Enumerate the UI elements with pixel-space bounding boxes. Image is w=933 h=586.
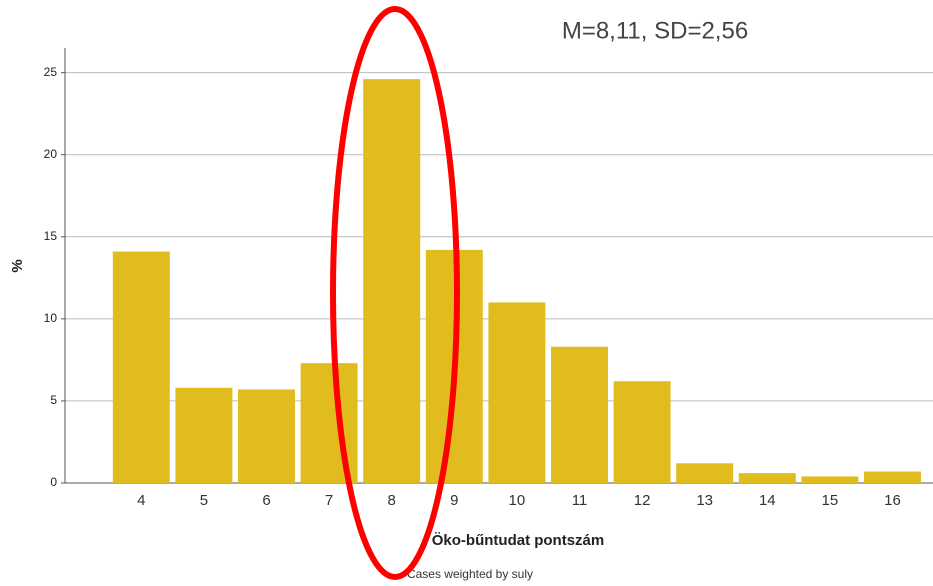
x-tick-label: 16: [884, 492, 901, 509]
x-tick-label: 15: [822, 492, 839, 509]
bar: [676, 463, 734, 483]
footnote: Cases weighted by suly: [407, 567, 533, 581]
y-axis-label: %: [9, 259, 26, 272]
y-tick-label: 15: [44, 229, 58, 243]
x-tick-label: 11: [572, 492, 588, 509]
bar: [300, 363, 358, 483]
x-tick-label: 7: [325, 492, 333, 509]
x-tick-label: 5: [200, 492, 208, 509]
bar: [551, 346, 608, 483]
bar: [112, 251, 170, 483]
bar: [613, 381, 671, 483]
bar: [738, 473, 796, 483]
x-tick-label: 8: [388, 492, 396, 509]
y-tick-label: 25: [44, 65, 58, 79]
x-tick-label: 12: [634, 492, 651, 509]
x-tick-label: 13: [696, 492, 713, 509]
x-axis-label: Öko-bűntudat pontszám: [432, 532, 605, 549]
x-tick-label: 6: [262, 492, 270, 509]
x-tick-label: 4: [137, 492, 145, 509]
bar: [801, 476, 859, 483]
x-tick-label: 10: [509, 492, 526, 509]
annotation: M=8,11, SD=2,56: [562, 17, 748, 44]
y-tick-label: 20: [44, 147, 58, 161]
bar: [864, 471, 921, 483]
y-tick-label: 0: [50, 475, 57, 489]
highlight-ellipse: [330, 6, 460, 580]
bar: [238, 389, 295, 483]
bar: [488, 302, 546, 483]
y-tick-label: 10: [44, 311, 58, 325]
bar: [363, 79, 421, 483]
y-tick-label: 5: [50, 393, 57, 407]
x-tick-label: 9: [450, 492, 458, 509]
bar: [175, 387, 233, 483]
x-tick-label: 14: [759, 492, 776, 509]
